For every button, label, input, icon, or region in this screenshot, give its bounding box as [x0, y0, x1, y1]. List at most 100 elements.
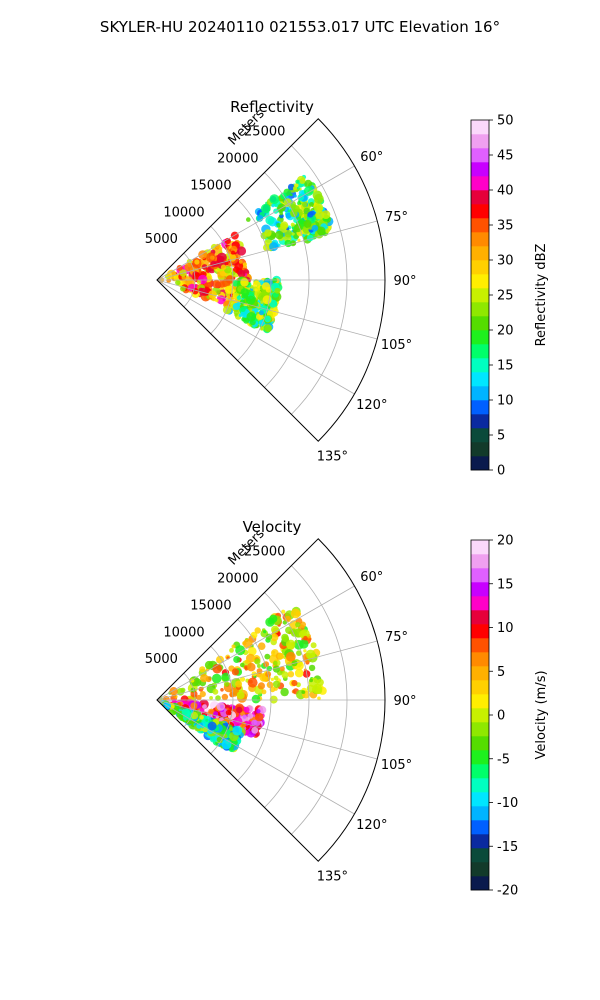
field-cell — [248, 679, 253, 684]
colorbar-segment — [471, 428, 489, 443]
colorbar-segment — [471, 148, 489, 163]
field-cell — [290, 630, 298, 637]
field-cell — [242, 714, 247, 719]
colorbar-segment — [471, 246, 489, 261]
field-cell — [303, 635, 308, 641]
field-cell — [271, 625, 279, 634]
field-cell — [240, 662, 245, 668]
field-cell — [260, 300, 264, 304]
colorbar-segment — [471, 232, 489, 247]
field-cell — [294, 668, 304, 678]
colorbar-segment — [471, 736, 489, 751]
field-cell — [264, 653, 271, 660]
colorbar-tick-label: 25 — [497, 289, 514, 304]
field-cell — [273, 660, 278, 666]
colorbar-segment — [471, 666, 489, 681]
field-cell — [246, 662, 256, 672]
field-cell — [299, 218, 305, 225]
azimuth-tick-label: 90° — [393, 694, 416, 709]
field-cell — [218, 281, 226, 288]
range-tick-label: 15000 — [190, 598, 231, 613]
field-cell — [190, 702, 198, 710]
field-cell — [263, 630, 267, 634]
field-cell — [231, 250, 235, 255]
field-cell — [254, 658, 261, 665]
field-cell — [233, 656, 241, 663]
field-cell — [281, 609, 286, 614]
field-cell — [303, 219, 312, 228]
figure-title: SKYLER-HU 20240110 021553.017 UTC Elevat… — [100, 18, 500, 36]
azimuth-tick-label: 75° — [385, 630, 408, 645]
field-cell — [295, 179, 300, 184]
field-cell — [313, 193, 324, 204]
field-cell — [231, 644, 236, 649]
field-cell — [246, 312, 257, 322]
colorbar-segment — [471, 596, 489, 611]
colorbar-segment — [471, 288, 489, 303]
colorbar-tick-label: -5 — [497, 752, 510, 767]
field-cell — [199, 715, 204, 720]
field-cell — [235, 645, 246, 656]
field-cell — [235, 680, 243, 688]
field-cell — [236, 246, 247, 256]
field-cell — [207, 721, 217, 731]
field-cell — [240, 288, 249, 297]
field-cell — [239, 676, 246, 682]
colorbar-segment — [471, 708, 489, 723]
colorbar-segment — [471, 568, 489, 583]
field-cell — [227, 711, 232, 715]
field-cell — [224, 237, 231, 245]
field-cell — [220, 264, 227, 270]
field-cell — [291, 232, 295, 236]
field-cell — [230, 693, 235, 698]
field-cell — [204, 660, 214, 670]
field-cell — [308, 664, 316, 672]
velocity-panel: 5000 10000 15000 20000 25000 60° 75° 90° 105° 120… — [145, 518, 549, 899]
field-cell — [269, 242, 279, 252]
field-cell — [304, 179, 313, 188]
field-cell — [270, 677, 274, 682]
field-cell — [213, 711, 219, 717]
range-tick-label: 5000 — [145, 232, 178, 247]
field-cell — [287, 183, 295, 191]
range-tick-label: 15000 — [190, 178, 231, 193]
colorbar-label: Velocity (m/s) — [534, 670, 549, 759]
field-cell — [209, 736, 217, 743]
field-cell — [236, 706, 243, 714]
field-cell — [238, 313, 243, 318]
azimuth-spoke — [156, 699, 378, 760]
field-cell — [270, 633, 279, 642]
field-cell — [243, 706, 250, 713]
field-cell — [276, 223, 281, 228]
field-cell — [265, 215, 275, 225]
azimuth-tick-label: 60° — [360, 570, 383, 585]
field-cell — [215, 243, 221, 249]
field-cell — [272, 680, 281, 688]
colorbar-segment — [471, 582, 489, 597]
colorbar-segment — [471, 190, 489, 205]
colorbar-segment — [471, 386, 489, 401]
field-cell — [229, 648, 234, 653]
azimuth-tick-label: 120° — [356, 398, 387, 413]
colorbar-segment — [471, 806, 489, 821]
colorbar-tick-label: 35 — [497, 219, 514, 234]
colorbar-segment — [471, 638, 489, 653]
field-cell — [220, 704, 224, 709]
azimuth-tick-label: 135° — [317, 449, 348, 464]
field-cell — [280, 687, 289, 697]
field-cell — [301, 201, 308, 208]
azimuth-tick-label: 105° — [381, 338, 412, 353]
field-cell — [236, 302, 241, 307]
field-cell — [233, 309, 239, 315]
field-cell — [257, 682, 265, 690]
field-cell — [291, 680, 298, 687]
field-cell — [244, 665, 248, 669]
colorbar-segment — [471, 848, 489, 863]
colorbar-segment — [471, 652, 489, 667]
field-cell — [248, 291, 255, 297]
colorbar-segment — [471, 302, 489, 317]
field-cell — [231, 271, 236, 276]
field-cell — [317, 696, 321, 701]
field-cell — [293, 194, 297, 198]
field-cell — [273, 675, 279, 681]
